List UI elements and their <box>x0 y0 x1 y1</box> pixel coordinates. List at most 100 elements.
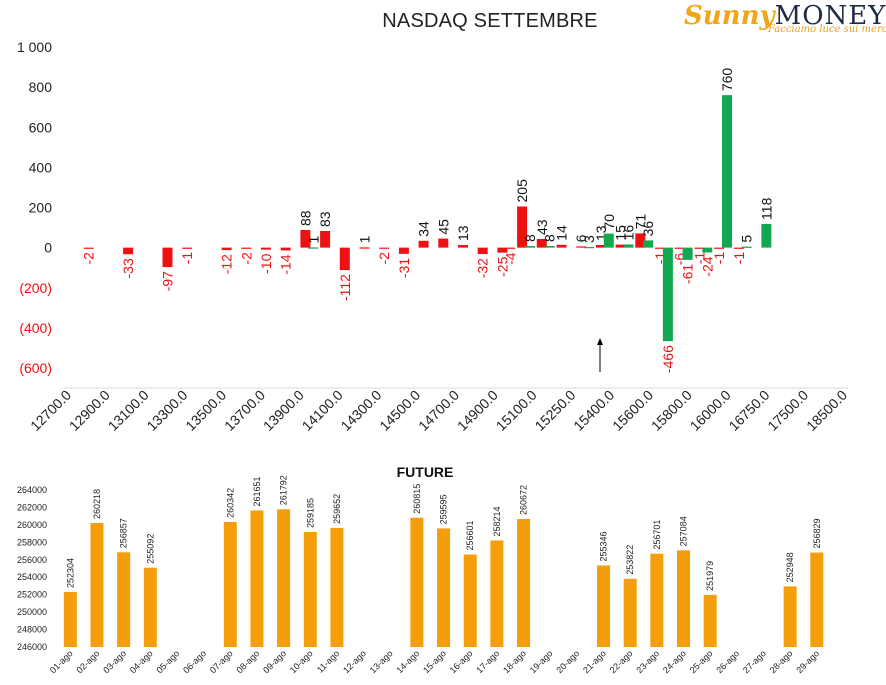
x-tick-label: 03-ago <box>101 648 128 675</box>
data-label: -1 <box>731 252 747 265</box>
bar <box>662 247 673 342</box>
bar <box>603 233 614 248</box>
bar <box>556 244 567 248</box>
y-tick-label: 262000 <box>17 502 47 512</box>
data-label: 8 <box>542 234 558 242</box>
data-label: -25 <box>494 256 510 276</box>
y-tick-label: 600 <box>29 119 53 135</box>
y-tick-label: 250000 <box>17 607 47 617</box>
bar <box>783 586 797 647</box>
data-label: 118 <box>758 197 774 220</box>
x-tick-label: 27-ago <box>741 648 768 675</box>
data-label: -31 <box>396 258 412 278</box>
x-tick-label: 18-ago <box>501 648 528 675</box>
data-label: 260672 <box>519 485 529 515</box>
data-label: 13 <box>455 225 471 241</box>
sunny-money-logo: SunnyMONEY Facciamo luce sui mercati <box>684 0 886 36</box>
bar <box>650 553 664 647</box>
bar <box>277 509 291 647</box>
bar <box>635 233 646 248</box>
data-label: 252948 <box>785 552 795 582</box>
bar <box>721 95 732 248</box>
bar <box>655 247 665 249</box>
bar <box>544 246 555 248</box>
bar <box>477 247 488 255</box>
bar <box>517 206 528 248</box>
data-label: -12 <box>219 254 235 274</box>
bar <box>517 519 531 647</box>
data-label: -32 <box>475 258 491 278</box>
data-label: 43 <box>534 219 550 235</box>
data-label: -1 <box>711 252 727 265</box>
data-label: 16 <box>620 225 636 241</box>
bar <box>623 244 634 248</box>
data-label: -466 <box>660 345 676 373</box>
data-label: -33 <box>120 258 136 278</box>
y-tick-label: 0 <box>44 240 52 256</box>
y-tick-label: 264000 <box>17 485 47 495</box>
bar <box>83 247 94 249</box>
bar <box>643 240 654 248</box>
bar <box>300 229 311 248</box>
bar <box>143 567 157 647</box>
data-label: 45 <box>435 219 451 235</box>
data-label: 255346 <box>599 531 609 561</box>
bar <box>241 247 252 249</box>
data-label: -24 <box>699 256 715 276</box>
y-tick-label: 260000 <box>17 520 47 530</box>
bar <box>714 247 725 249</box>
bar <box>320 230 331 248</box>
y-tick-label: 252000 <box>17 590 47 600</box>
x-tick-label: 15-ago <box>421 648 448 675</box>
data-label: 15 <box>613 225 629 241</box>
x-tick-label: 16-ago <box>448 648 475 675</box>
bar <box>584 247 595 249</box>
data-label: -4 <box>502 252 518 265</box>
data-label: 252304 <box>65 558 75 588</box>
bar <box>438 238 449 248</box>
data-label: 88 <box>297 210 313 226</box>
data-label: -97 <box>160 271 176 291</box>
x-tick-label: 25-ago <box>688 648 715 675</box>
data-label: 260218 <box>92 489 102 519</box>
data-label: 34 <box>416 221 432 237</box>
x-tick-label: 09-ago <box>261 648 288 675</box>
bar <box>595 245 606 248</box>
x-tick-label: 01-ago <box>48 648 75 675</box>
bar <box>418 240 429 248</box>
bar <box>223 521 237 647</box>
bar <box>261 247 271 250</box>
bar <box>339 247 350 271</box>
data-label: 256601 <box>465 520 475 550</box>
bar <box>182 247 193 249</box>
y-tick-label: 1 000 <box>17 39 52 55</box>
bar <box>221 247 232 251</box>
bar <box>280 247 291 251</box>
data-label: 36 <box>640 221 656 237</box>
x-tick-label: 24-ago <box>661 648 688 675</box>
x-tick-label: 06-ago <box>181 648 208 675</box>
data-label: -1 <box>691 252 707 265</box>
bar <box>90 522 104 647</box>
bar <box>490 540 504 647</box>
y-tick-label: 200 <box>29 200 53 216</box>
bar <box>410 517 424 647</box>
data-label: 5 <box>739 235 755 243</box>
bar <box>497 247 508 253</box>
bar <box>162 247 173 268</box>
data-label: 258214 <box>492 506 502 536</box>
x-tick-label: 21-ago <box>581 648 608 675</box>
data-label: 1 <box>357 235 373 243</box>
logo-tagline: Facciamo luce sui mercati <box>768 24 886 35</box>
data-label: 259595 <box>439 494 449 524</box>
bar <box>810 552 824 647</box>
y-tick-label: 400 <box>29 159 53 175</box>
bar <box>682 247 693 260</box>
bar <box>250 510 264 647</box>
x-tick-label: 11-ago <box>315 648 341 674</box>
logo-brand-sunny: Sunny <box>684 1 775 31</box>
logo-brand: SunnyMONEY <box>684 0 886 31</box>
bar <box>359 247 370 249</box>
x-tick-label: 14-ago <box>394 648 421 675</box>
